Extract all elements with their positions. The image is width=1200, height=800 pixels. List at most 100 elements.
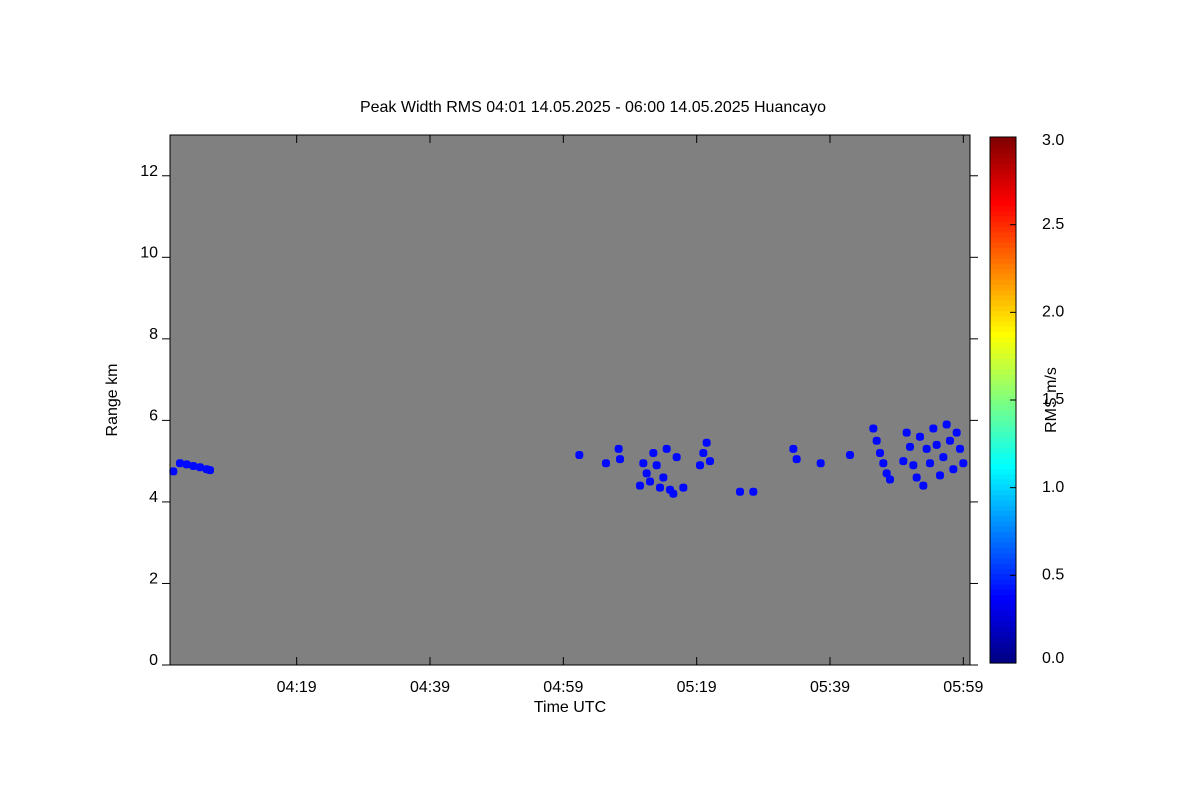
colorbar-cell bbox=[990, 247, 1016, 254]
colorbar-cell bbox=[990, 405, 1016, 412]
x-axis-label: Time UTC bbox=[534, 699, 606, 716]
colorbar-cell bbox=[990, 284, 1016, 291]
colorbar-cell bbox=[990, 147, 1016, 154]
echo-cell bbox=[614, 444, 623, 453]
echo-cell bbox=[575, 451, 584, 460]
colorbar-tick-label: 1.0 bbox=[1042, 479, 1064, 496]
colorbar-cell bbox=[990, 347, 1016, 354]
echo-cell bbox=[652, 461, 661, 470]
colorbar-label: RMS m/s bbox=[1043, 367, 1060, 433]
colorbar-cell bbox=[990, 310, 1016, 317]
colorbar-cell bbox=[990, 389, 1016, 396]
echo-cell bbox=[639, 459, 648, 468]
colorbar-cell bbox=[990, 620, 1016, 627]
echo-cell bbox=[909, 461, 918, 470]
colorbar-cell bbox=[990, 268, 1016, 275]
colorbar-cell bbox=[990, 363, 1016, 370]
colorbar-cell bbox=[990, 573, 1016, 580]
colorbar-cell bbox=[990, 321, 1016, 327]
colorbar-cell bbox=[990, 257, 1016, 264]
echo-cell bbox=[919, 481, 928, 490]
colorbar-cell bbox=[990, 221, 1016, 228]
echo-cell bbox=[749, 487, 758, 496]
colorbar-cell bbox=[990, 626, 1016, 633]
colorbar-cell bbox=[990, 421, 1016, 427]
colorbar-cell bbox=[990, 252, 1016, 259]
echo-cell bbox=[949, 465, 958, 474]
echo-cell bbox=[899, 457, 908, 466]
colorbar-cell bbox=[990, 273, 1016, 280]
colorbar-cell bbox=[990, 484, 1016, 491]
colorbar-cell bbox=[990, 610, 1016, 617]
colorbar-cell bbox=[990, 442, 1016, 448]
colorbar-cell bbox=[990, 542, 1016, 548]
colorbar-cell bbox=[990, 336, 1016, 343]
colorbar-tick-label: 3.0 bbox=[1042, 132, 1064, 149]
echo-cell bbox=[946, 436, 954, 445]
echo-cell bbox=[702, 438, 711, 447]
colorbar-cell bbox=[990, 410, 1016, 417]
colorbar-cell bbox=[990, 605, 1016, 611]
echo-cell bbox=[912, 473, 921, 482]
echo-cell bbox=[876, 449, 884, 457]
echo-cell bbox=[196, 463, 204, 472]
y-tick-label: 4 bbox=[149, 489, 158, 506]
echo-cell bbox=[699, 449, 708, 457]
echo-cell bbox=[696, 461, 704, 470]
y-tick-label: 12 bbox=[140, 163, 158, 180]
echo-cell bbox=[792, 455, 801, 464]
echo-cell bbox=[929, 424, 938, 433]
echo-cell bbox=[956, 444, 964, 453]
colorbar-cell bbox=[990, 447, 1016, 454]
echo-cell bbox=[886, 475, 894, 484]
colorbar-cell bbox=[990, 468, 1016, 475]
echo-cell bbox=[846, 451, 854, 460]
chart-title: Peak Width RMS 04:01 14.05.2025 - 06:00 … bbox=[360, 99, 826, 116]
echo-cell bbox=[952, 428, 961, 437]
colorbar-cell bbox=[990, 520, 1016, 527]
echo-cell bbox=[679, 483, 688, 492]
colorbar-cell bbox=[990, 289, 1016, 296]
echo-cell bbox=[189, 462, 198, 471]
colorbar-cell bbox=[990, 315, 1016, 322]
echo-cell bbox=[646, 477, 654, 486]
plot-frame bbox=[169, 134, 971, 666]
echo-cell bbox=[922, 444, 931, 453]
colorbar-cell bbox=[990, 142, 1016, 149]
colorbar-cell bbox=[990, 547, 1016, 554]
colorbar-cell bbox=[990, 400, 1016, 406]
colorbar-cell bbox=[990, 463, 1016, 469]
colorbar-cell bbox=[990, 641, 1016, 648]
y-tick-label: 6 bbox=[149, 408, 158, 425]
colorbar-cell bbox=[990, 578, 1016, 585]
echo-cell bbox=[959, 459, 968, 468]
colorbar-cell bbox=[990, 331, 1016, 338]
colorbar-tick-label: 0.0 bbox=[1042, 650, 1064, 667]
echo-cell bbox=[636, 481, 644, 490]
colorbar-cell bbox=[990, 231, 1016, 238]
colorbar-cell bbox=[990, 636, 1016, 643]
colorbar-cell bbox=[990, 305, 1016, 312]
colorbar-cell bbox=[990, 568, 1016, 575]
echo-cell bbox=[706, 457, 714, 466]
colorbar-tick-label: 1.5 bbox=[1042, 391, 1064, 408]
x-tick-label: 05:19 bbox=[677, 679, 717, 696]
colorbar-cell bbox=[990, 394, 1016, 401]
colorbar-cell bbox=[990, 589, 1016, 596]
colorbar-cell bbox=[990, 457, 1016, 464]
colorbar-cell bbox=[990, 357, 1016, 364]
echo-cell bbox=[672, 453, 681, 462]
x-tick-label: 04:59 bbox=[543, 679, 583, 696]
colorbar-cell bbox=[990, 173, 1016, 180]
colorbar-cell bbox=[990, 263, 1016, 270]
colorbar-cell bbox=[990, 505, 1016, 512]
colorbar-cell bbox=[990, 494, 1016, 501]
colorbar-cell bbox=[990, 384, 1016, 391]
colorbar-cell bbox=[990, 631, 1016, 638]
x-tick-label: 04:39 bbox=[410, 679, 450, 696]
colorbar-cell bbox=[990, 436, 1016, 443]
echo-cell bbox=[789, 444, 798, 453]
echo-cell bbox=[649, 449, 658, 457]
echo-cell bbox=[659, 473, 668, 482]
